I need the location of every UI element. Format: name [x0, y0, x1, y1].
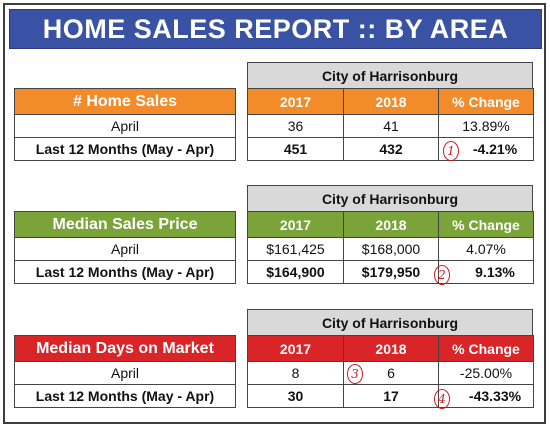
cell-value: 30 — [247, 384, 344, 408]
col-2017: 2017 — [247, 335, 344, 362]
section-label: Median Days on Market — [14, 335, 236, 362]
cell-value: 41 — [343, 114, 439, 138]
table-row: 30 17 -43.33% — [247, 384, 534, 408]
cell-change: -25.00% — [438, 361, 534, 385]
col-2018: 2018 — [343, 211, 439, 238]
table-row: $161,425 $168,000 4.07% — [247, 237, 534, 261]
col-change: % Change — [438, 335, 534, 362]
row-label-12-months: Last 12 Months (May - Apr) — [14, 384, 236, 408]
section-label: Median Sales Price — [14, 211, 236, 238]
report-title: HOME SALES REPORT :: BY AREA — [9, 9, 542, 49]
cell-value: 451 — [247, 137, 344, 161]
area-header: City of Harrisonburg — [247, 309, 533, 336]
row-label-12-months: Last 12 Months (May - Apr) — [14, 137, 236, 161]
cell-value: 432 — [343, 137, 439, 161]
cell-value: 8 — [247, 361, 344, 385]
cell-value: 36 — [247, 114, 344, 138]
col-2017: 2017 — [247, 211, 344, 238]
cell-value: 17 — [343, 384, 439, 408]
cell-value: $164,900 — [247, 260, 344, 284]
cell-value: $161,425 — [247, 237, 344, 261]
annotation-circle: 3 — [347, 364, 363, 384]
col-change: % Change — [438, 88, 534, 115]
row-label-april: April — [14, 237, 236, 261]
table-row: $164,900 $179,950 9.13% — [247, 260, 534, 284]
row-label-april: April — [14, 361, 236, 385]
area-header: City of Harrisonburg — [247, 62, 533, 89]
cell-change: 9.13% — [438, 260, 534, 284]
section-label: # Home Sales — [14, 88, 236, 115]
table-row: 451 432 -4.21% — [247, 137, 534, 161]
col-change: % Change — [438, 211, 534, 238]
cell-change: -43.33% — [438, 384, 534, 408]
annotation-circle: 2 — [434, 265, 450, 285]
annotation-circle: 1 — [443, 141, 459, 161]
row-label-12-months: Last 12 Months (May - Apr) — [14, 260, 236, 284]
cell-value: $168,000 — [343, 237, 439, 261]
area-header: City of Harrisonburg — [247, 185, 533, 212]
table-row: 36 41 13.89% — [247, 114, 534, 138]
cell-value: $179,950 — [343, 260, 439, 284]
row-label-april: April — [14, 114, 236, 138]
cell-change: 13.89% — [438, 114, 534, 138]
table-row: 8 6 -25.00% — [247, 361, 534, 385]
col-2018: 2018 — [343, 335, 439, 362]
col-2017: 2017 — [247, 88, 344, 115]
col-2018: 2018 — [343, 88, 439, 115]
cell-change: 4.07% — [438, 237, 534, 261]
annotation-circle: 4 — [434, 389, 450, 409]
